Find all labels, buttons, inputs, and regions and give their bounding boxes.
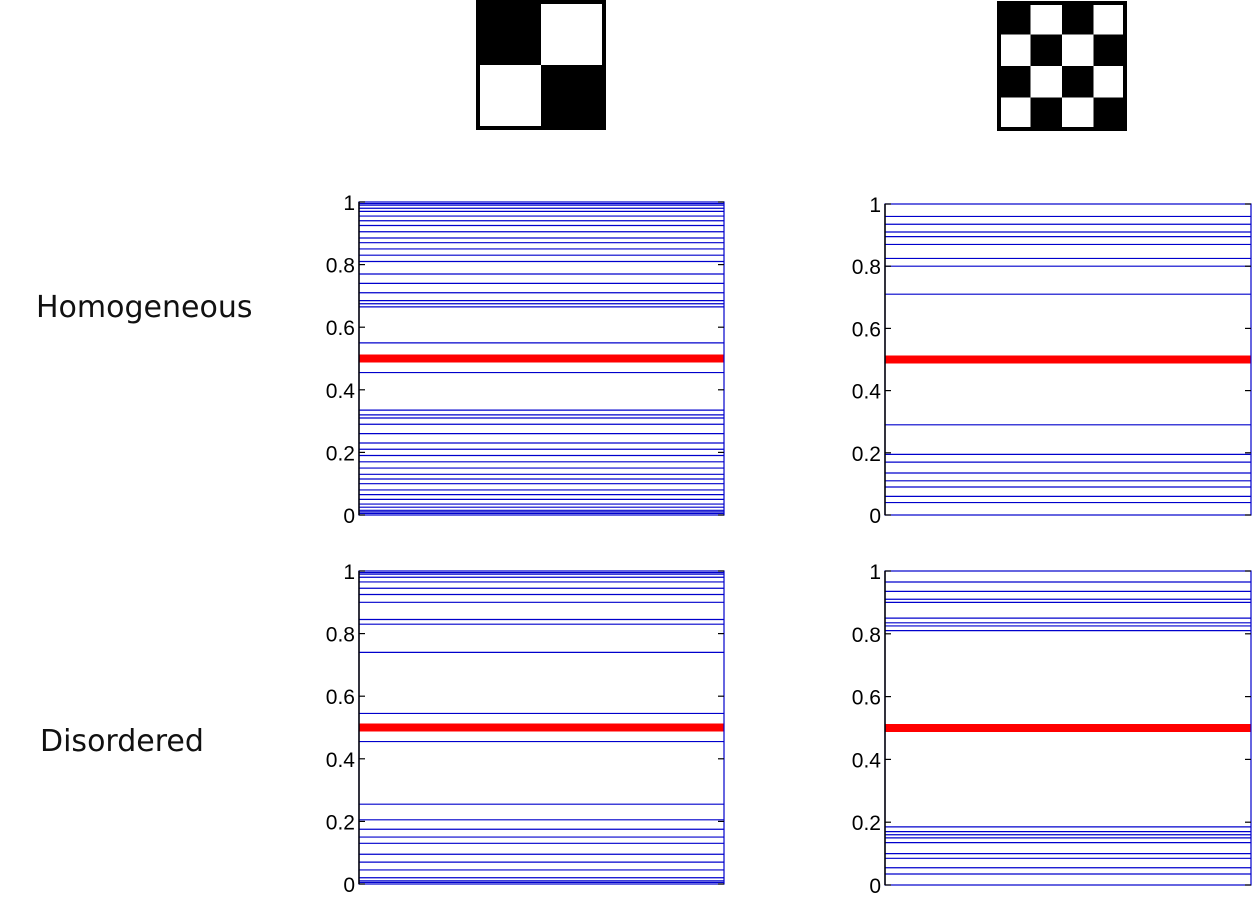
y-tick-label: 0.6 — [326, 686, 355, 709]
pattern-cell — [999, 97, 1031, 129]
pattern-cell — [999, 66, 1031, 98]
y-tick-label: 1 — [869, 561, 881, 584]
y-tick-label: 0.4 — [852, 381, 882, 404]
pattern-icon-1 — [476, 0, 606, 130]
pattern-cell — [478, 65, 541, 128]
pattern-frame — [997, 1, 1127, 131]
y-tick-label: 0 — [343, 874, 355, 897]
y-tick-label: 0.8 — [326, 624, 355, 647]
pattern-cell — [1030, 66, 1062, 98]
pattern-cell — [1093, 97, 1125, 129]
y-tick-label: 0.6 — [852, 318, 881, 341]
pattern-cell — [1093, 66, 1125, 98]
chart-panel-4: 0 0.2 0.4 0.6 0.8 1 — [852, 561, 1252, 898]
y-tick-label: 0.6 — [852, 687, 881, 710]
chart-panel-1: 0 0.2 0.4 0.6 0.8 1 — [326, 192, 725, 528]
pattern-cell — [1030, 97, 1062, 129]
pattern-cell — [1093, 3, 1125, 35]
row-label-homogeneous: Homogeneous — [36, 290, 253, 325]
pattern-cell — [1030, 34, 1062, 66]
y-tick-label: 1 — [343, 192, 355, 215]
pattern-cell — [1030, 3, 1062, 35]
pattern-cell — [999, 3, 1031, 35]
y-tick-label: 0.8 — [852, 256, 881, 279]
pattern-cell — [541, 2, 604, 65]
y-tick-label: 1 — [869, 194, 881, 217]
y-tick-label: 0.4 — [326, 380, 356, 403]
y-tick-label: 0.2 — [852, 812, 881, 835]
pattern-frame — [476, 0, 606, 130]
y-tick-label: 0 — [869, 505, 881, 528]
pattern-cell — [478, 2, 541, 65]
pattern-cell — [541, 65, 604, 128]
pattern-cell — [1093, 34, 1125, 66]
y-tick-label: 0.8 — [326, 255, 355, 278]
pattern-cell — [1062, 97, 1094, 129]
y-tick-label: 0.6 — [326, 317, 355, 340]
pattern-cell — [999, 34, 1031, 66]
y-tick-label: 0.2 — [326, 442, 355, 465]
pattern-icon-2 — [997, 1, 1127, 131]
chart-panel-3: 0 0.2 0.4 0.6 0.8 1 — [326, 561, 725, 897]
row-label-disordered: Disordered — [40, 724, 204, 759]
y-tick-label: 0 — [343, 505, 355, 528]
y-tick-label: 1 — [343, 561, 355, 584]
pattern-cell — [1062, 66, 1094, 98]
chart-panel-2: 0 0.2 0.4 0.6 0.8 1 — [852, 194, 1252, 528]
y-tick-label: 0.4 — [326, 749, 356, 772]
y-tick-label: 0.8 — [852, 624, 881, 647]
pattern-cell — [1062, 34, 1094, 66]
pattern-cell — [1062, 3, 1094, 35]
y-tick-label: 0.2 — [852, 443, 881, 466]
y-tick-label: 0.2 — [326, 811, 355, 834]
y-tick-label: 0.4 — [852, 749, 882, 772]
y-tick-label: 0 — [869, 875, 881, 898]
